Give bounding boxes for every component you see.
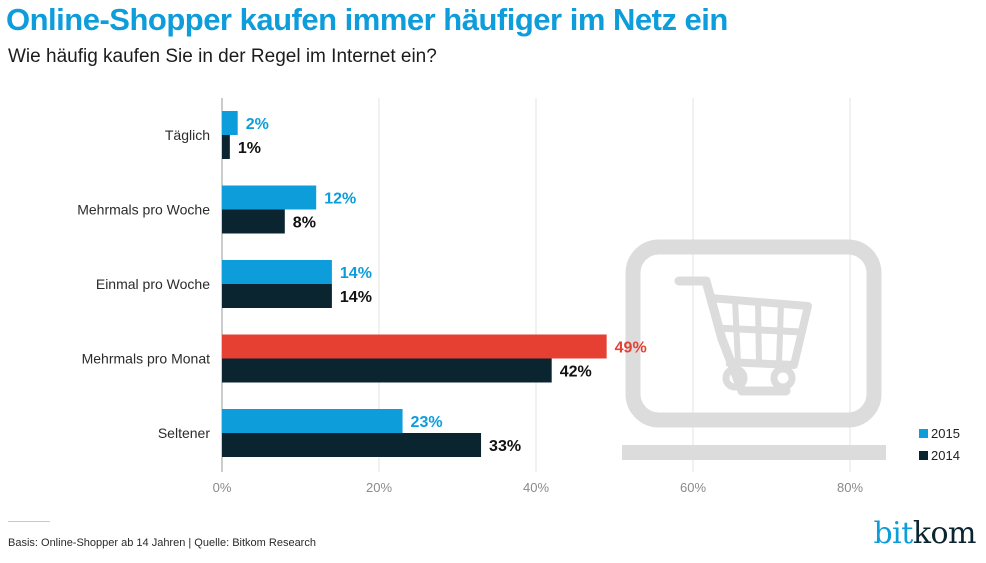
data-label-2014: 33% — [489, 438, 521, 455]
bar-2014 — [222, 135, 230, 159]
bar-2014 — [222, 358, 552, 383]
category-label: Mehrmals pro Woche — [77, 202, 210, 218]
data-label-2015: 14% — [340, 265, 372, 282]
bar-2015 — [222, 111, 238, 135]
legend-swatch-2015 — [919, 429, 928, 438]
x-tick-label: 20% — [366, 480, 392, 495]
data-label-2015: 2% — [246, 116, 269, 133]
bitkom-logo: bitkom — [873, 516, 976, 551]
legend-label-2015: 2015 — [931, 426, 960, 441]
x-tick-label: 0% — [213, 480, 232, 495]
bar-2014 — [222, 433, 482, 457]
category-label: Mehrmals pro Monat — [82, 351, 210, 367]
x-tick-label: 40% — [523, 480, 549, 495]
category-label: Täglich — [165, 127, 210, 143]
laptop-shopping-cart-icon — [622, 239, 886, 460]
data-label-2014: 14% — [340, 289, 372, 306]
category-label: Seltener — [158, 425, 210, 441]
bar-2015 — [222, 334, 607, 359]
x-tick-label: 60% — [680, 480, 706, 495]
bar-2015 — [222, 185, 317, 210]
chart-subtitle: Wie häufig kaufen Sie in der Regel im In… — [8, 46, 437, 67]
footer-divider — [8, 521, 50, 522]
data-label-2014: 1% — [238, 140, 261, 157]
data-label-2015: 49% — [615, 340, 647, 357]
logo-part-bit: bit — [873, 516, 913, 551]
data-label-2014: 42% — [560, 364, 592, 381]
data-label-2015: 23% — [411, 414, 443, 431]
chart-title: Online-Shopper kaufen immer häufiger im … — [6, 2, 728, 37]
logo-part-kom: kom — [912, 516, 977, 551]
data-label-2015: 12% — [324, 191, 356, 208]
bar-2014 — [222, 284, 332, 308]
category-label: Einmal pro Woche — [96, 276, 210, 292]
bar-2015 — [222, 409, 403, 433]
legend-label-2014: 2014 — [931, 448, 960, 463]
bars-layer — [222, 111, 607, 457]
legend-swatch-2014 — [919, 451, 928, 460]
bar-2015 — [222, 260, 332, 284]
data-label-2014: 8% — [293, 215, 316, 232]
legend: 2015 2014 — [919, 426, 960, 463]
labels-layer: 0% 20% 40% 60% 80% Täglich 2% 1% Mehrmals pro Wo… — [77, 116, 863, 495]
x-tick-label: 80% — [837, 480, 863, 495]
footer-source-note: Basis: Online-Shopper ab 14 Jahren | Que… — [8, 537, 316, 549]
bar-2014 — [222, 209, 285, 234]
